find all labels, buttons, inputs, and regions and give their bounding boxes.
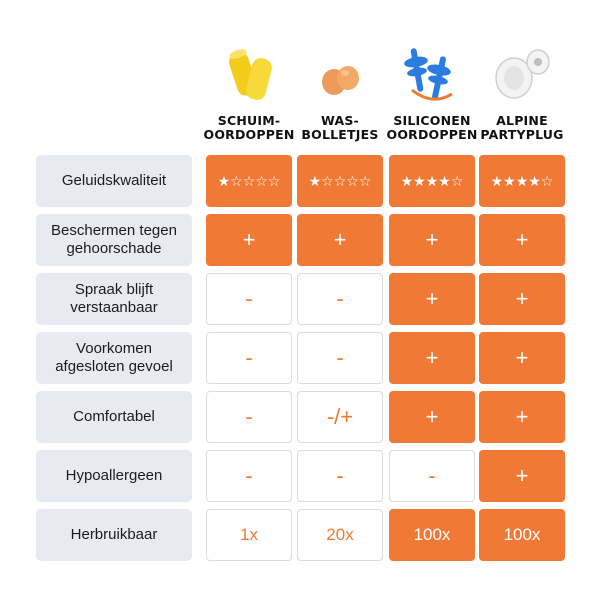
- blue-silicone-earplugs-icon: [392, 40, 472, 110]
- row-geluidskwaliteit: Geluidskwaliteit ★☆☆☆☆ ★☆☆☆☆ ★★★★☆ ★★★★☆: [36, 155, 566, 207]
- row-comfortabel: Comfortabel - -/+ + +: [36, 391, 566, 443]
- column-title-line2: OORDOPPEN: [386, 127, 478, 142]
- value-cell: 1x: [206, 509, 292, 561]
- orange-wax-earplugs-icon: [300, 40, 380, 110]
- row-beschermen: Beschermen tegen gehoorschade + + + +: [36, 214, 566, 266]
- column-title: SILICONEN OORDOPPEN: [387, 114, 478, 142]
- column-title: WAS- BOLLETJES: [301, 114, 378, 142]
- value-cell: +: [297, 214, 383, 266]
- row-spraak: Spraak blijft verstaanbaar - - + +: [36, 273, 566, 325]
- row-label: Herbruikbaar: [36, 509, 192, 561]
- value-cell: +: [389, 332, 475, 384]
- rating-stars: ★★★★☆: [389, 155, 475, 207]
- column-title: ALPINE PARTYPLUG: [480, 114, 563, 142]
- value-cell: -: [297, 332, 383, 384]
- value-cell: +: [206, 214, 292, 266]
- column-header-wax: WAS- BOLLETJES: [297, 40, 383, 158]
- row-voorkomen: Voorkomen afgesloten gevoel - - + +: [36, 332, 566, 384]
- row-label: Spraak blijft verstaanbaar: [36, 273, 192, 325]
- value-cell: -: [206, 450, 292, 502]
- column-title-line1: SCHUIM-: [217, 113, 281, 128]
- rating-stars: ★★★★☆: [479, 155, 565, 207]
- row-label: Comfortabel: [36, 391, 192, 443]
- value-cell: +: [389, 214, 475, 266]
- column-title-line1: ALPINE: [496, 113, 548, 128]
- value-cell: -: [297, 273, 383, 325]
- column-header-alpine: ALPINE PARTYPLUG: [479, 40, 565, 158]
- column-header-foam: SCHUIM- OORDOPPEN: [204, 40, 295, 158]
- value-cell: 100x: [479, 509, 565, 561]
- column-title-line2: BOLLETJES: [301, 127, 379, 142]
- yellow-foam-earplugs-icon: [209, 40, 289, 110]
- value-cell: 20x: [297, 509, 383, 561]
- row-label: Geluidskwaliteit: [36, 155, 192, 207]
- column-title-line2: OORDOPPEN: [203, 127, 295, 142]
- column-title-line1: SILICONEN: [393, 113, 471, 128]
- row-label: Beschermen tegen gehoorschade: [36, 214, 192, 266]
- column-title-line1: WAS-: [321, 113, 359, 128]
- column-header-silicone: SILICONEN OORDOPPEN: [387, 40, 478, 158]
- value-cell: -: [206, 391, 292, 443]
- value-cell: -: [206, 273, 292, 325]
- value-cell: +: [479, 273, 565, 325]
- column-title-line2: PARTYPLUG: [480, 127, 564, 142]
- column-title: SCHUIM- OORDOPPEN: [204, 114, 295, 142]
- value-cell: +: [479, 450, 565, 502]
- value-cell: +: [479, 332, 565, 384]
- value-cell: +: [479, 391, 565, 443]
- value-cell: -/+: [297, 391, 383, 443]
- row-label: Hypoallergeen: [36, 450, 192, 502]
- value-cell: +: [389, 391, 475, 443]
- value-cell: 100x: [389, 509, 475, 561]
- value-cell: -: [206, 332, 292, 384]
- value-cell: -: [297, 450, 383, 502]
- value-cell: +: [479, 214, 565, 266]
- row-hypoallergeen: Hypoallergeen - - - +: [36, 450, 566, 502]
- value-cell: +: [389, 273, 475, 325]
- row-label: Voorkomen afgesloten gevoel: [36, 332, 192, 384]
- rating-stars: ★☆☆☆☆: [297, 155, 383, 207]
- rating-stars: ★☆☆☆☆: [206, 155, 292, 207]
- white-alpine-partyplug-icon: [482, 40, 562, 110]
- row-herbruikbaar: Herbruikbaar 1x 20x 100x 100x: [36, 509, 566, 561]
- value-cell: -: [389, 450, 475, 502]
